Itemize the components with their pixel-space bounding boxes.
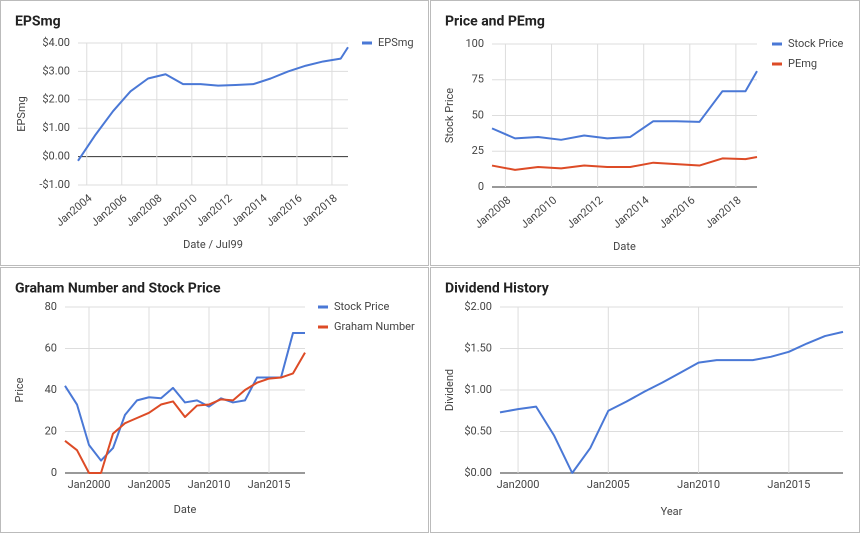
series-line: [491, 70, 758, 141]
y-tick-label: 80: [45, 300, 57, 313]
x-tick-label: Jan2000: [68, 478, 111, 491]
legend-label: EPSmg: [378, 36, 414, 49]
y-tick-label: 20: [45, 424, 57, 437]
x-tick-label: Jan2014: [228, 192, 269, 230]
y-tick-label: -$1.00: [39, 178, 70, 191]
series-line: [77, 46, 349, 162]
y-tick-label: $1.00: [42, 121, 70, 134]
series-line: [64, 331, 305, 462]
series-line: [491, 155, 758, 171]
y-axis-title: EPSmg: [15, 96, 28, 132]
series-line: [64, 352, 306, 474]
x-tick-label: Jan2005: [128, 478, 171, 491]
x-tick-label: Jan2018: [702, 194, 743, 232]
x-tick-label: Jan2010: [158, 192, 199, 230]
x-tick-label: Jan2015: [767, 478, 810, 491]
y-tick-label: 60: [45, 341, 57, 354]
y-tick-label: $0.00: [464, 466, 492, 479]
x-tick-label: Jan2000: [497, 478, 540, 491]
x-axis-title: Date: [613, 240, 636, 253]
y-tick-label: $0.50: [464, 424, 492, 437]
y-tick-label: 100: [465, 37, 484, 50]
x-tick-label: Jan2012: [564, 194, 605, 232]
y-tick-label: 25: [472, 144, 484, 157]
y-tick-label: $3.00: [42, 64, 70, 77]
x-axis-title: Date / Jul99: [183, 238, 243, 251]
y-tick-label: $2.00: [42, 93, 70, 106]
y-tick-label: $4.00: [42, 36, 70, 49]
x-tick-label: Jan2012: [193, 192, 234, 230]
y-tick-label: $1.50: [464, 341, 492, 354]
y-axis-title: Price: [13, 377, 26, 402]
x-tick-label: Jan2010: [188, 478, 231, 491]
panel: [0, 0, 429, 266]
y-tick-label: $0.00: [42, 150, 70, 163]
legend-label: Stock Price: [788, 37, 843, 50]
y-tick-label: 0: [478, 180, 484, 193]
x-tick-label: Jan2008: [123, 192, 164, 230]
x-tick-label: Jan2005: [587, 478, 630, 491]
series-line: [499, 330, 844, 474]
x-tick-label: Jan2018: [299, 192, 340, 230]
y-tick-label: 50: [472, 108, 484, 121]
y-axis-title: Dividend: [443, 369, 456, 411]
x-tick-label: Jan2014: [610, 194, 651, 232]
legend-label: Graham Number: [334, 320, 415, 333]
chart-title: Graham Number and Stock Price: [15, 281, 221, 297]
y-axis-title: Stock Price: [443, 88, 456, 143]
x-tick-label: Jan2016: [656, 194, 697, 232]
y-tick-label: $1.00: [464, 383, 492, 396]
legend-label: PEmg: [788, 57, 817, 70]
chart-title: EPSmg: [15, 14, 61, 30]
x-tick-label: Jan2010: [677, 478, 720, 491]
x-axis-title: Year: [661, 505, 683, 518]
x-tick-label: Jan2004: [53, 192, 94, 230]
x-tick-label: Jan2010: [518, 194, 559, 232]
chart-title: Price and PEmg: [445, 14, 545, 30]
chart-title: Dividend History: [445, 281, 550, 297]
y-tick-label: 75: [472, 73, 484, 86]
x-axis-title: Date: [174, 503, 197, 516]
y-tick-label: 40: [45, 383, 57, 396]
x-tick-label: Jan2006: [88, 192, 129, 230]
x-tick-label: Jan2015: [248, 478, 291, 491]
y-tick-label: $2.00: [464, 300, 492, 313]
x-tick-label: Jan2008: [472, 194, 513, 232]
x-tick-label: Jan2016: [264, 192, 305, 230]
legend-label: Stock Price: [334, 300, 389, 313]
y-tick-label: 0: [51, 466, 57, 479]
